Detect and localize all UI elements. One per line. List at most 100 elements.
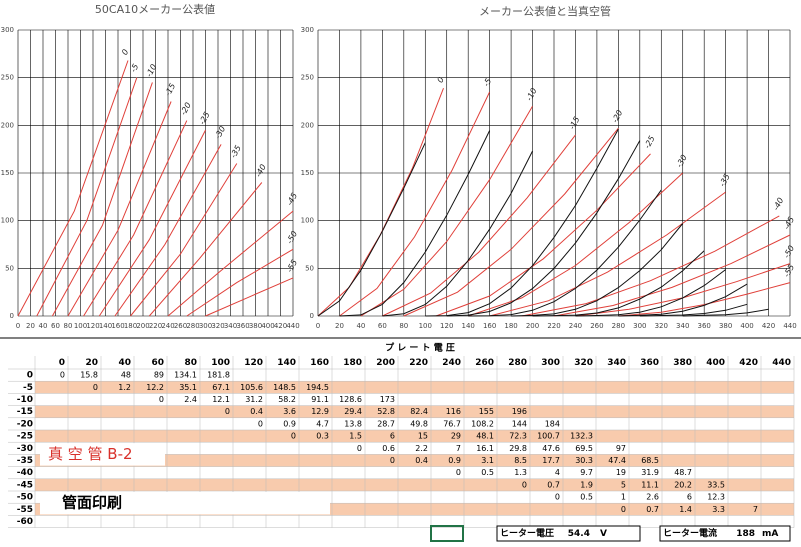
curve-label: 0 [436, 76, 446, 85]
cell-value: 2.4 [184, 395, 197, 404]
x-tick-label: 380 [719, 322, 732, 330]
x-tick-label: 440 [286, 322, 299, 330]
y-tick-label: 0 [10, 312, 14, 320]
cell-value: 28.7 [377, 419, 395, 428]
cell-value: 173 [380, 395, 395, 404]
row-label: -30 [17, 444, 33, 454]
cell-value: 1.5 [349, 432, 362, 441]
cell-value: 132.3 [570, 432, 593, 441]
x-tick-label: 0 [16, 322, 20, 330]
column-header: 380 [673, 358, 692, 368]
curve-label: -35 [229, 144, 243, 160]
column-header: 300 [541, 358, 560, 368]
cell-value: 0 [93, 383, 98, 392]
curve [186, 248, 294, 317]
chart-title: メーカー公表値と当真空管 [479, 4, 611, 18]
cell-value: 108.2 [471, 419, 494, 428]
row-label: -10 [17, 395, 33, 405]
cell-value: 1.2 [118, 383, 131, 392]
curve-label: -45 [782, 215, 796, 231]
cell-value: 181.8 [207, 371, 230, 380]
curve-label: -5 [129, 63, 141, 74]
curve-label: -25 [643, 134, 657, 150]
column-header: 420 [739, 358, 758, 368]
cell-value: 2.6 [646, 493, 659, 502]
table-title: プ レ ー ト 電 圧 [385, 342, 455, 354]
x-tick-label: 320 [655, 322, 668, 330]
curve [575, 269, 726, 317]
y-tick-label: 150 [301, 169, 314, 177]
cell-value: 0 [258, 419, 263, 428]
curve-label: -15 [567, 115, 581, 131]
cell-value: 0 [60, 371, 65, 380]
cell-value: 0 [291, 432, 296, 441]
column-header: 80 [184, 358, 197, 368]
cell-value: 7 [456, 444, 461, 453]
x-tick-label: 420 [762, 322, 775, 330]
curve [317, 142, 426, 317]
curve [130, 163, 238, 317]
cell-value: 0.5 [481, 468, 494, 477]
row-label: -40 [17, 468, 33, 478]
cell-value: 47.6 [542, 444, 560, 453]
cell-value: 16.1 [476, 444, 494, 453]
y-tick-label: 250 [1, 74, 14, 82]
cell-value: 12.9 [311, 407, 329, 416]
text-box [40, 492, 330, 515]
cell-value: 0.4 [250, 407, 263, 416]
cell-value: 148.5 [273, 383, 296, 392]
cell-value: 33.5 [707, 480, 725, 489]
cell-value: 194.5 [306, 383, 329, 392]
column-header: 20 [85, 358, 98, 368]
x-tick-label: 260 [174, 322, 187, 330]
curve [639, 303, 748, 317]
x-tick-label: 440 [783, 322, 796, 330]
column-header: 360 [640, 358, 659, 368]
column-header: 400 [706, 358, 725, 368]
cell-value: 91.1 [311, 395, 329, 404]
curve [446, 140, 641, 317]
selected-cell [430, 525, 464, 542]
cell-value: 0.9 [448, 456, 461, 465]
cell-value: 29.4 [344, 407, 362, 416]
column-header: 160 [310, 358, 329, 368]
row-label: -45 [17, 480, 33, 490]
cell-value: 48 [121, 371, 131, 380]
cell-value: 30.3 [575, 456, 593, 465]
x-tick-label: 240 [569, 322, 582, 330]
row-band [35, 405, 794, 418]
curve [468, 172, 684, 317]
cell-value: 49.8 [410, 419, 428, 428]
column-header: 40 [118, 358, 131, 368]
x-tick-label: 140 [461, 322, 474, 330]
x-tick-label: 120 [86, 322, 99, 330]
column-header: 140 [277, 358, 296, 368]
y-tick-label: 250 [301, 74, 314, 82]
cell-value: 0 [522, 480, 527, 489]
cell-value: 0 [159, 395, 164, 404]
cell-value: 6 [390, 432, 395, 441]
curve [682, 308, 769, 317]
row-label: -35 [17, 456, 33, 466]
cell-value: 67.1 [212, 383, 230, 392]
x-tick-label: 280 [186, 322, 199, 330]
cell-value: 76.7 [443, 419, 461, 428]
curve-label: -35 [718, 172, 732, 188]
x-tick-label: 20 [335, 322, 344, 330]
heater-voltage-label: ヒーター電圧 [500, 527, 554, 539]
info-box [659, 525, 791, 542]
cell-value: 4 [555, 468, 560, 477]
row-label: -60 [17, 517, 33, 527]
cell-value: 12.3 [707, 493, 725, 502]
curve [425, 128, 619, 317]
curve-label: -20 [179, 101, 193, 117]
x-tick-label: 360 [236, 322, 249, 330]
curve [403, 127, 619, 317]
curve [511, 223, 684, 317]
x-tick-label: 260 [590, 322, 603, 330]
curve [618, 283, 748, 317]
x-tick-label: 80 [399, 322, 408, 330]
x-tick-label: 380 [249, 322, 262, 330]
x-tick-label: 140 [99, 322, 112, 330]
